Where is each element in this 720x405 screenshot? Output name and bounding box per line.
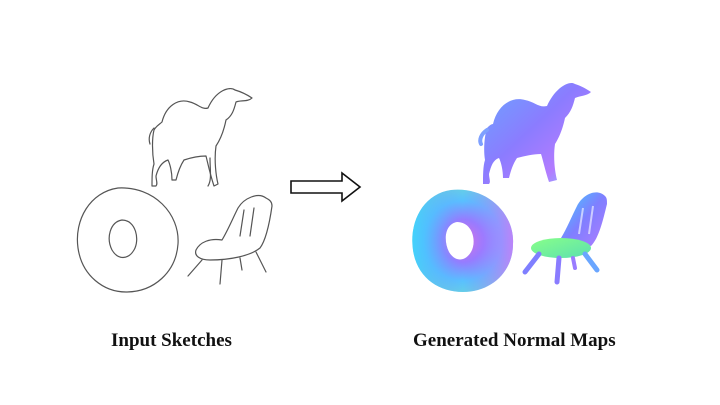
transform-arrow-icon — [290, 171, 362, 203]
torus-sketch — [76, 187, 179, 293]
camel-normal-map — [478, 82, 591, 184]
generated-normal-maps-caption: Generated Normal Maps — [413, 330, 616, 351]
chair-sketch — [187, 195, 273, 285]
chair-normal-map — [522, 192, 607, 285]
camel-sketch — [148, 87, 253, 187]
input-sketches-panel — [76, 87, 273, 293]
input-sketches-caption: Input Sketches — [111, 330, 232, 351]
normal-maps-panel — [412, 82, 607, 292]
torus-normal-map — [412, 189, 514, 292]
